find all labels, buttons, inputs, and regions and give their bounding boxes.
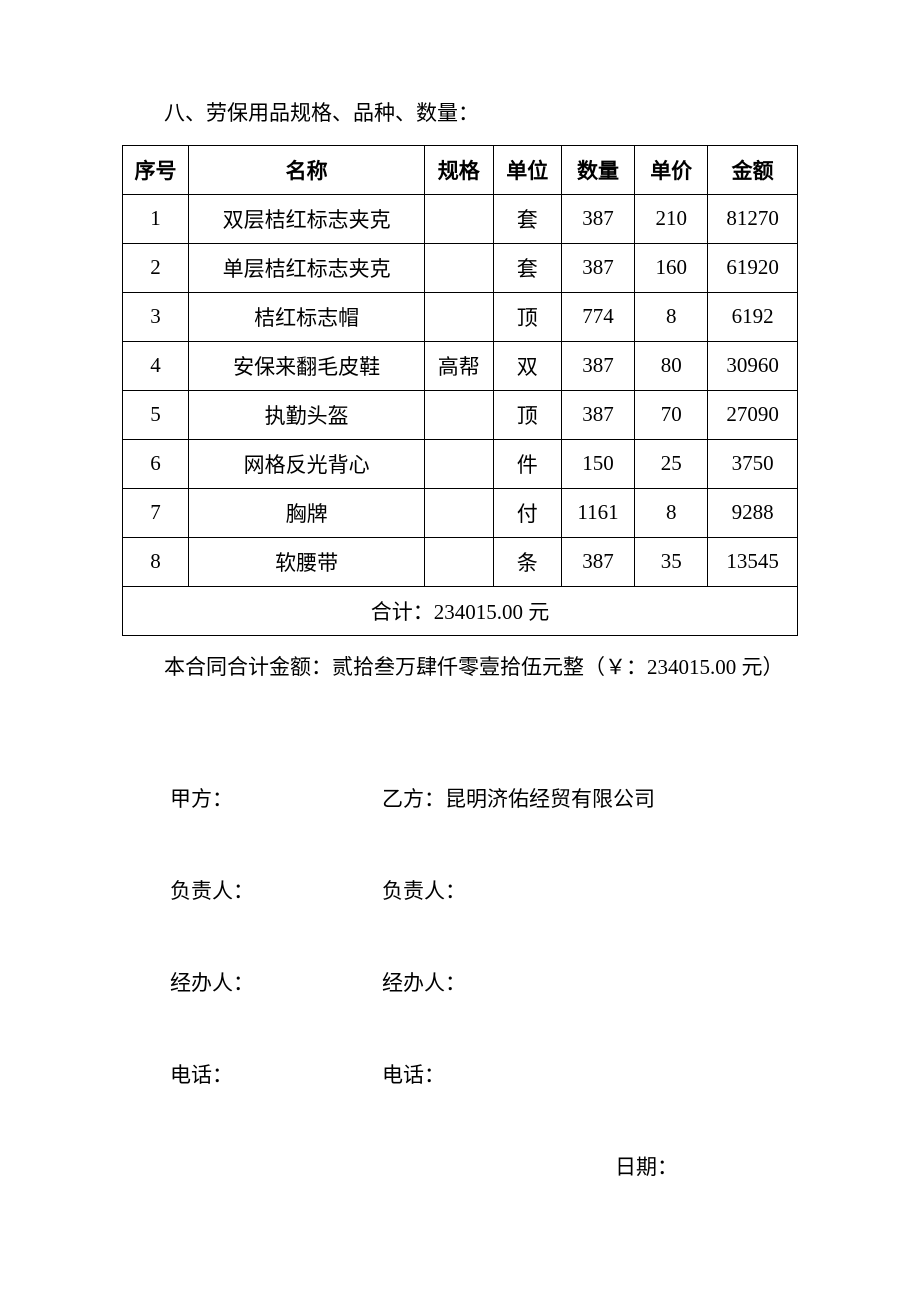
cell-qty: 387 <box>561 537 634 586</box>
cell-seq: 6 <box>123 439 189 488</box>
cell-amount: 9288 <box>708 488 798 537</box>
cell-spec <box>425 243 493 292</box>
cell-spec <box>425 439 493 488</box>
col-header-name: 名称 <box>189 145 425 194</box>
cell-spec <box>425 292 493 341</box>
responsible-b-label: 负责人： <box>382 870 798 912</box>
table-row: 2 单层桔红标志夹克 套 387 160 61920 <box>123 243 798 292</box>
cell-spec <box>425 488 493 537</box>
cell-price: 80 <box>635 341 708 390</box>
signature-section: 甲方： 乙方：昆明济佑经贸有限公司 负责人： 负责人： 经办人： 经办人： 电话… <box>122 778 798 1188</box>
handler-row: 经办人： 经办人： <box>122 962 798 1004</box>
cell-spec: 高帮 <box>425 341 493 390</box>
handler-b-label: 经办人： <box>382 962 798 1004</box>
cell-seq: 1 <box>123 194 189 243</box>
party-row: 甲方： 乙方：昆明济佑经贸有限公司 <box>122 778 798 820</box>
cell-seq: 7 <box>123 488 189 537</box>
cell-qty: 150 <box>561 439 634 488</box>
cell-seq: 8 <box>123 537 189 586</box>
col-header-spec: 规格 <box>425 145 493 194</box>
col-header-qty: 数量 <box>561 145 634 194</box>
cell-name: 软腰带 <box>189 537 425 586</box>
cell-price: 8 <box>635 488 708 537</box>
date-label: 日期： <box>122 1146 798 1188</box>
cell-spec <box>425 537 493 586</box>
cell-seq: 4 <box>123 341 189 390</box>
table-body: 1 双层桔红标志夹克 套 387 210 81270 2 单层桔红标志夹克 套 … <box>123 194 798 635</box>
cell-spec <box>425 194 493 243</box>
cell-amount: 27090 <box>708 390 798 439</box>
cell-name: 胸牌 <box>189 488 425 537</box>
phone-b-label: 电话： <box>382 1054 798 1096</box>
cell-qty: 774 <box>561 292 634 341</box>
table-row: 6 网格反光背心 件 150 25 3750 <box>123 439 798 488</box>
col-header-seq: 序号 <box>123 145 189 194</box>
cell-unit: 付 <box>493 488 561 537</box>
table-row: 8 软腰带 条 387 35 13545 <box>123 537 798 586</box>
cell-name: 双层桔红标志夹克 <box>189 194 425 243</box>
cell-unit: 件 <box>493 439 561 488</box>
cell-amount: 61920 <box>708 243 798 292</box>
cell-unit: 套 <box>493 194 561 243</box>
cell-amount: 13545 <box>708 537 798 586</box>
section-title: 八、劳保用品规格、品种、数量： <box>122 95 798 133</box>
party-a-label: 甲方： <box>122 778 382 820</box>
cell-price: 35 <box>635 537 708 586</box>
table-row: 5 执勤头盔 顶 387 70 27090 <box>123 390 798 439</box>
cell-unit: 双 <box>493 341 561 390</box>
responsible-a-label: 负责人： <box>122 870 382 912</box>
cell-name: 安保来翻毛皮鞋 <box>189 341 425 390</box>
table-row: 4 安保来翻毛皮鞋 高帮 双 387 80 30960 <box>123 341 798 390</box>
cell-qty: 387 <box>561 194 634 243</box>
phone-row: 电话： 电话： <box>122 1054 798 1096</box>
cell-amount: 30960 <box>708 341 798 390</box>
cell-spec <box>425 390 493 439</box>
cell-price: 160 <box>635 243 708 292</box>
cell-qty: 387 <box>561 243 634 292</box>
cell-qty: 387 <box>561 390 634 439</box>
cell-name: 桔红标志帽 <box>189 292 425 341</box>
table-total-row: 合计：234015.00 元 <box>123 586 798 635</box>
cell-unit: 顶 <box>493 390 561 439</box>
cell-name: 执勤头盔 <box>189 390 425 439</box>
cell-unit: 顶 <box>493 292 561 341</box>
cell-unit: 套 <box>493 243 561 292</box>
cell-amount: 3750 <box>708 439 798 488</box>
col-header-unit: 单位 <box>493 145 561 194</box>
total-cell: 合计：234015.00 元 <box>123 586 798 635</box>
contract-total-text: 本合同合计金额：贰拾叁万肆仟零壹拾伍元整（￥：234015.00 元） <box>122 646 798 688</box>
table-row: 7 胸牌 付 1161 8 9288 <box>123 488 798 537</box>
table-row: 1 双层桔红标志夹克 套 387 210 81270 <box>123 194 798 243</box>
cell-qty: 1161 <box>561 488 634 537</box>
cell-price: 70 <box>635 390 708 439</box>
cell-name: 单层桔红标志夹克 <box>189 243 425 292</box>
cell-qty: 387 <box>561 341 634 390</box>
cell-name: 网格反光背心 <box>189 439 425 488</box>
table-header-row: 序号 名称 规格 单位 数量 单价 金额 <box>123 145 798 194</box>
party-b-label: 乙方：昆明济佑经贸有限公司 <box>382 778 798 820</box>
col-header-amount: 金额 <box>708 145 798 194</box>
handler-a-label: 经办人： <box>122 962 382 1004</box>
cell-seq: 5 <box>123 390 189 439</box>
cell-unit: 条 <box>493 537 561 586</box>
cell-price: 25 <box>635 439 708 488</box>
cell-price: 8 <box>635 292 708 341</box>
cell-seq: 2 <box>123 243 189 292</box>
phone-a-label: 电话： <box>122 1054 382 1096</box>
items-table: 序号 名称 规格 单位 数量 单价 金额 1 双层桔红标志夹克 套 387 21… <box>122 145 798 636</box>
table-row: 3 桔红标志帽 顶 774 8 6192 <box>123 292 798 341</box>
col-header-price: 单价 <box>635 145 708 194</box>
cell-amount: 6192 <box>708 292 798 341</box>
cell-price: 210 <box>635 194 708 243</box>
responsible-row: 负责人： 负责人： <box>122 870 798 912</box>
cell-seq: 3 <box>123 292 189 341</box>
cell-amount: 81270 <box>708 194 798 243</box>
